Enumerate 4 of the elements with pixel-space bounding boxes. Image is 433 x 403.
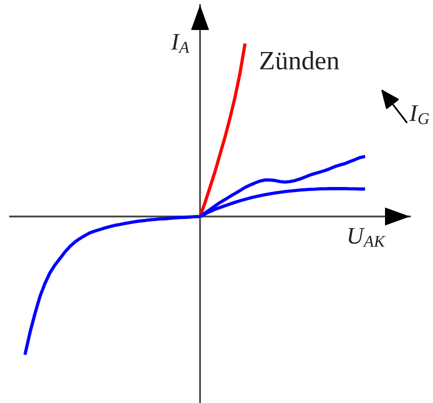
text: I$_{G}$ (409, 105, 430, 124)
series-label: Zünden (260, 50, 340, 70)
x-axis-title: U$_{AK}$ (348, 228, 386, 247)
y-axis-title: I$_{A}$ (171, 34, 190, 53)
